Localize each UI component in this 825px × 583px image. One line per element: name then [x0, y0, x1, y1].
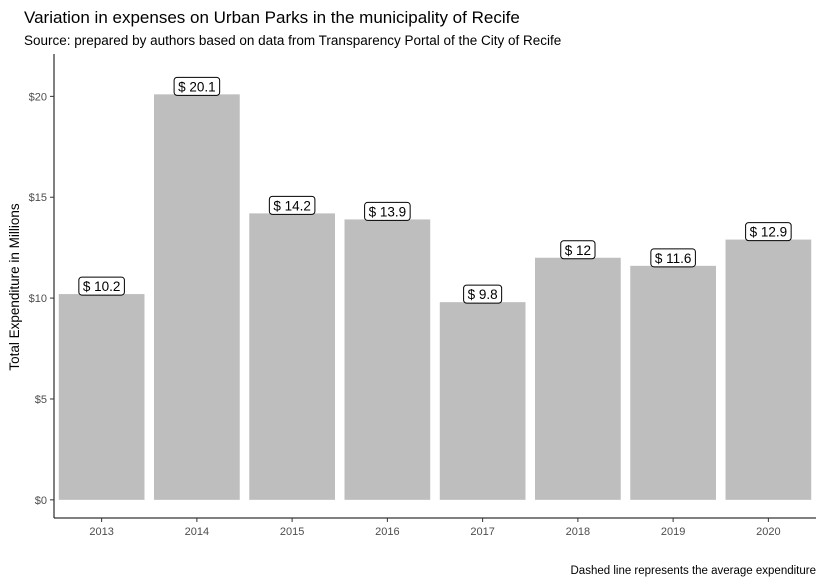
data-label: $ 11.6 [655, 251, 692, 266]
bar-2015 [249, 213, 335, 500]
x-tick-label: 2018 [566, 526, 590, 538]
data-label: $ 12 [565, 243, 591, 258]
y-tick-label: $10 [29, 293, 47, 305]
data-label-box [463, 284, 503, 304]
x-tick-label: 2015 [280, 526, 304, 538]
data-label-box [364, 201, 411, 221]
x-tick-label: 2020 [756, 526, 780, 538]
bar-2013 [58, 294, 145, 500]
data-label-box [745, 222, 792, 242]
data-label: $ 14.2 [273, 198, 311, 213]
bar-2017 [439, 302, 526, 500]
data-label-box [560, 240, 596, 260]
data-label: $ 13.9 [369, 204, 407, 219]
data-label-box [650, 248, 696, 268]
y-tick-label: $0 [35, 495, 47, 507]
x-tick-label: 2014 [185, 526, 209, 538]
x-tick-label: 2013 [89, 526, 113, 538]
data-label: $ 10.2 [83, 279, 121, 294]
data-label: $ 12.9 [750, 225, 788, 240]
data-label-box [173, 76, 221, 96]
y-tick-label: $20 [29, 91, 47, 103]
bar-2014 [154, 94, 240, 500]
chart-caption: Dashed line represents the average expen… [571, 565, 817, 577]
data-label-box [268, 195, 316, 215]
y-tick-label: $15 [29, 192, 47, 204]
bar-2016 [344, 219, 431, 500]
x-tick-label: 2016 [375, 526, 399, 538]
y-axis-title: Total Expenditure in Millions [7, 203, 22, 371]
data-label: $ 9.8 [468, 287, 498, 302]
x-tick-label: 2019 [661, 526, 685, 538]
plot-area: $0 $5 $10 $15 $20 2013 2014 2015 2016 2017 2018 201… [29, 54, 816, 538]
bar-2019 [630, 265, 716, 500]
bar-2018 [535, 257, 621, 500]
data-label-box [78, 276, 125, 296]
y-tick-label: $5 [35, 394, 47, 406]
x-tick-label: 2017 [470, 526, 494, 538]
bar-2020 [725, 239, 812, 500]
data-label: $ 20.1 [178, 79, 216, 94]
chart-subtitle: Source: prepared by authors based on dat… [24, 33, 561, 48]
chart-title: Variation in expenses on Urban Parks in … [24, 8, 520, 27]
